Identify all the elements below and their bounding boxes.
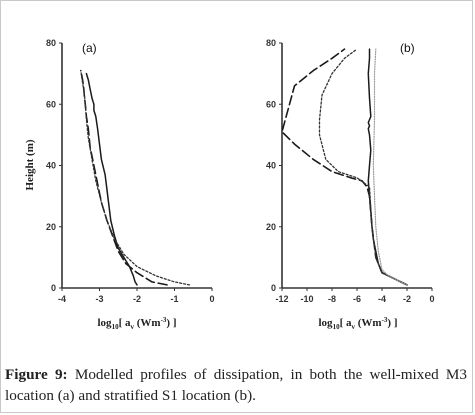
panel-a-label: (a) — [82, 41, 97, 55]
panel-b-xtick-label: -12 — [275, 294, 288, 304]
panel-a-ytick-label: 0 — [51, 283, 56, 293]
panel-b-xtick-label: -4 — [378, 294, 386, 304]
panel-b: 0 20 40 60 80 -12 -10 -8 -6 -4 -2 0 (b) log10[ av … — [266, 38, 435, 331]
panel-a-series-solid-line — [85, 72, 138, 286]
panel-b-label: (b) — [400, 41, 415, 55]
panel-a: 0 20 40 60 80 -4 -3 -2 -1 0 (a) Height (m) log10… — [24, 38, 215, 331]
panel-b-xtick-label: -6 — [353, 294, 361, 304]
panel-b-series-dotted-line — [318, 48, 408, 286]
panel-b-xtick-label: 0 — [429, 294, 434, 304]
panel-a-ytick-label: 20 — [46, 222, 56, 232]
panel-a-ytick-label: 60 — [46, 99, 56, 109]
panel-a-ylabel: Height (m) — [24, 139, 36, 190]
panel-a-ytick-label: 80 — [46, 38, 56, 48]
panel-a-xtick-label: -3 — [95, 294, 103, 304]
panel-a-xtick-label: -2 — [133, 294, 141, 304]
panel-a-series-dotted-line — [80, 69, 191, 286]
panel-b-xtick-label: -10 — [300, 294, 313, 304]
panel-b-ytick-label: 0 — [271, 283, 276, 293]
panel-a-ytick-label: 40 — [46, 161, 56, 171]
panel-a-xtick-label: -1 — [170, 294, 178, 304]
panel-b-xtick-label: -8 — [328, 294, 336, 304]
panel-a-xlabel: log10[ av (Wm-3) ] — [98, 316, 177, 331]
figure-caption: Figure 9: Modelled profiles of dissipati… — [5, 364, 467, 406]
panel-b-xtick-label: -2 — [403, 294, 411, 304]
panel-b-ytick-label: 60 — [266, 99, 276, 109]
panel-b-xlabel: log10[ av (Wm-3) ] — [319, 316, 398, 331]
panel-b-ytick-label: 20 — [266, 222, 276, 232]
caption-text: Modelled profiles of dissipation, in bot… — [5, 366, 467, 404]
panel-a-xtick-label: 0 — [209, 294, 214, 304]
panel-a-xtick-label: -4 — [58, 294, 66, 304]
panel-b-series-fine-dotted-line — [372, 48, 408, 286]
panel-b-ytick-label: 80 — [266, 38, 276, 48]
caption-label: Figure 9: — [5, 366, 68, 383]
panel-b-ytick-label: 40 — [266, 161, 276, 171]
panel-b-series-dashed-line — [281, 48, 408, 286]
